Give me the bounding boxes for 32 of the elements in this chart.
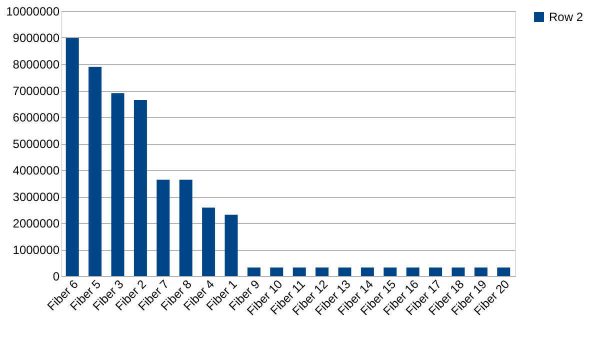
bar <box>270 268 284 276</box>
y-tick-label: 2000000 <box>12 216 60 230</box>
bar <box>429 268 442 276</box>
bar <box>134 100 147 276</box>
y-tick-label: 9000000 <box>12 31 60 45</box>
bar <box>179 180 192 276</box>
y-tick-label: 6000000 <box>12 110 60 124</box>
bar <box>292 268 306 276</box>
bar <box>452 268 465 276</box>
bar <box>497 268 510 276</box>
bar <box>224 214 238 276</box>
legend-label: Row 2 <box>549 10 584 24</box>
bar <box>384 268 397 276</box>
bar <box>474 268 488 276</box>
bar <box>111 93 124 276</box>
bar <box>88 66 102 276</box>
y-tick-label: 10000000 <box>6 4 60 18</box>
y-tick-label: 3000000 <box>12 190 60 204</box>
y-tick-label: 7000000 <box>12 84 60 98</box>
y-tick-label: 5000000 <box>12 137 60 151</box>
bar <box>360 268 374 276</box>
y-tick-label: 0 <box>52 270 60 284</box>
y-tick-label: 1000000 <box>12 243 60 257</box>
y-tick-label: 8000000 <box>12 58 60 72</box>
bar <box>156 180 170 276</box>
bar <box>66 38 79 276</box>
y-tick-label: 4000000 <box>12 164 60 178</box>
bar <box>406 268 420 276</box>
bar <box>338 268 352 276</box>
bar <box>202 208 216 276</box>
bar <box>316 268 329 276</box>
bar <box>247 268 260 276</box>
